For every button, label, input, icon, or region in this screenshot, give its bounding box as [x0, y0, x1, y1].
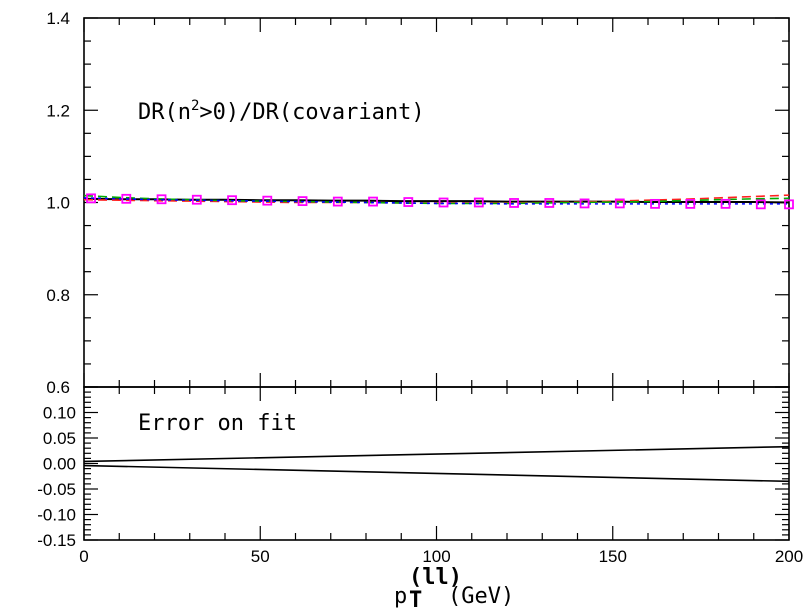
axis-ticks — [83, 17, 790, 541]
bottom-y-tick-label: -0.10 — [37, 506, 76, 525]
annotation-part: DR(n — [138, 100, 191, 125]
bottom-panel-frame — [83, 386, 790, 541]
x-tick-label: 0 — [79, 547, 88, 566]
top-panel-series — [83, 193, 794, 210]
axis-tick-labels: 0.6 0.8 1.0 1.2 1.4 -0.15 -0.10 -0.05 0.00 0.05 0.… — [37, 9, 803, 566]
bottom-y-tick-label: -0.15 — [37, 531, 76, 550]
marker-point — [403, 197, 414, 207]
top-y-tick-label: 0.6 — [46, 378, 70, 397]
error-band-line-2 — [83, 464, 790, 483]
x-tick-label: 50 — [251, 547, 270, 566]
marker-point — [297, 196, 308, 207]
annotation-part: >0)/DR(covariant) — [199, 100, 424, 125]
marker-point — [262, 195, 273, 206]
marker-point — [544, 198, 555, 208]
x-tick-label: 200 — [775, 547, 803, 566]
marker-point — [579, 198, 590, 209]
annotation-superscript: 2 — [191, 98, 199, 114]
plot-frames — [83, 17, 790, 541]
marker-point — [438, 197, 449, 208]
top-y-tick-label: 0.8 — [46, 286, 70, 305]
top-panel-annotation: DR(n2>0)/DR(covariant) — [138, 98, 425, 125]
x-axis-label-subscript: T — [409, 588, 422, 609]
marker-point — [755, 199, 766, 210]
x-tick-label: 100 — [422, 547, 450, 566]
x-tick-label: 150 — [599, 547, 627, 566]
top-y-tick-label: 1.2 — [46, 101, 70, 120]
top-y-tick-label: 1.4 — [46, 9, 70, 28]
x-axis-label: p T (ll) (GeV) — [394, 565, 514, 609]
marker-point — [473, 197, 484, 208]
bottom-panel-series — [83, 445, 790, 483]
x-axis-label-superscript: (ll) — [409, 565, 462, 590]
marker-point — [368, 196, 378, 207]
marker-point — [784, 199, 794, 210]
marker-point — [156, 194, 167, 205]
marker-point — [191, 194, 202, 205]
x-axis-label-base: p — [394, 584, 407, 609]
bottom-y-tick-label: 0.05 — [43, 429, 76, 448]
marker-point — [227, 195, 237, 206]
bottom-y-tick-label: 0.00 — [43, 455, 76, 474]
marker-point — [614, 198, 625, 209]
top-series-line-4 — [83, 197, 789, 205]
marker-point — [685, 198, 696, 209]
marker-point — [509, 198, 519, 208]
marker-point — [86, 193, 96, 204]
bottom-y-tick-label: 0.10 — [43, 404, 76, 423]
error-band-line-1 — [83, 445, 790, 463]
top-y-tick-label: 1.0 — [46, 194, 70, 213]
bottom-y-tick-label: -0.05 — [37, 480, 76, 499]
marker-point — [121, 193, 132, 204]
marker-point — [332, 196, 343, 207]
bottom-panel-annotation: Error on fit — [138, 411, 297, 436]
marker-point — [720, 198, 731, 209]
x-axis-label-unit: (GeV) — [448, 584, 514, 609]
marker-point — [650, 198, 660, 209]
